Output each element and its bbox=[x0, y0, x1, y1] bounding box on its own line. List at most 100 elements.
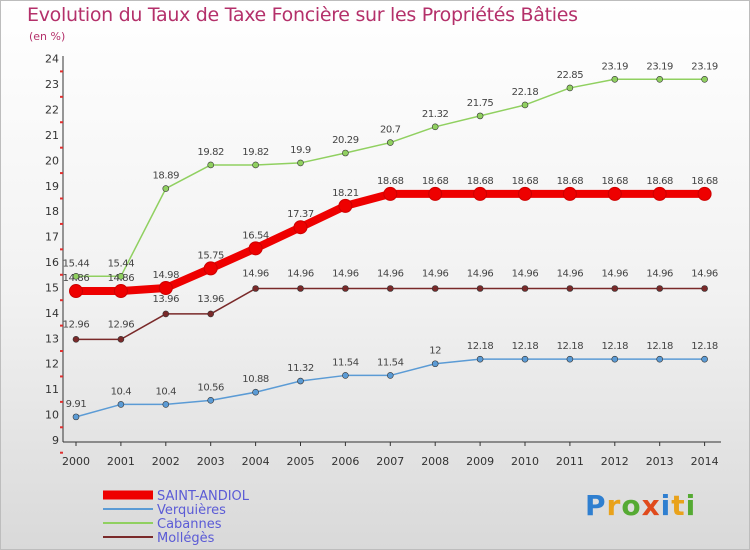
legend-label: Mollégès bbox=[157, 531, 215, 546]
data-point bbox=[521, 285, 529, 292]
data-label: 12.18 bbox=[467, 341, 494, 352]
data-point bbox=[297, 159, 304, 167]
data-point bbox=[203, 261, 218, 276]
data-label: 12.18 bbox=[601, 341, 628, 352]
x-tick-label: 2003 bbox=[197, 455, 225, 468]
data-label: 15.44 bbox=[63, 258, 90, 269]
data-point bbox=[252, 161, 259, 169]
data-label: 21.32 bbox=[422, 109, 449, 120]
unit-label: (en %) bbox=[29, 30, 66, 43]
data-point bbox=[293, 220, 308, 235]
data-label: 10.4 bbox=[111, 386, 132, 397]
y-tick-label: 9 bbox=[52, 434, 59, 447]
y-tick-label: 14 bbox=[45, 307, 59, 320]
data-point bbox=[297, 377, 304, 385]
data-point bbox=[117, 272, 125, 280]
y-tick-label: 15 bbox=[45, 281, 59, 294]
data-point bbox=[162, 185, 170, 192]
x-tick-label: 2007 bbox=[376, 455, 404, 468]
y-tick-label: 11 bbox=[45, 383, 59, 396]
y-tick-label: 22 bbox=[45, 104, 59, 117]
legend-label: Verquières bbox=[157, 503, 226, 518]
series-cabannes: 15.44 15.44 18.89 19.82 19.82 19.9 20.29 20.7 21… bbox=[63, 61, 718, 280]
y-tick-label: 24 bbox=[45, 53, 59, 66]
data-label: 22.85 bbox=[557, 70, 584, 81]
data-point bbox=[566, 84, 574, 92]
x-tick-label: 2000 bbox=[62, 455, 90, 468]
data-label: 20.29 bbox=[332, 135, 359, 146]
data-label: 14.96 bbox=[422, 268, 449, 279]
x-tick-label: 2010 bbox=[511, 455, 539, 468]
data-point bbox=[701, 355, 708, 363]
data-label: 11.32 bbox=[287, 363, 314, 374]
data-point bbox=[297, 285, 304, 292]
logo-letter: x bbox=[641, 489, 661, 522]
data-point bbox=[248, 241, 263, 256]
data-label: 18.68 bbox=[467, 176, 494, 187]
data-point bbox=[566, 355, 574, 363]
data-label: 12.18 bbox=[557, 341, 584, 352]
series-verqui-res: 9.91 10.4 10.4 10.56 10.88 11.32 11.54 11.54 12 1… bbox=[66, 341, 718, 421]
data-point bbox=[476, 285, 484, 292]
data-label: 18.68 bbox=[377, 176, 404, 187]
data-point bbox=[69, 284, 83, 299]
x-tick-label: 2011 bbox=[556, 455, 584, 468]
data-point bbox=[611, 285, 619, 292]
data-label: 14.96 bbox=[377, 268, 404, 279]
logo-letter: t bbox=[671, 489, 686, 522]
logo-letter: i bbox=[685, 489, 697, 522]
data-label: 20.7 bbox=[380, 125, 401, 136]
data-label: 17.37 bbox=[287, 209, 314, 220]
data-label: 11.54 bbox=[377, 357, 404, 368]
logo-letter: o bbox=[621, 489, 642, 522]
data-label: 11.54 bbox=[332, 357, 359, 368]
data-point bbox=[383, 186, 398, 201]
data-point bbox=[518, 186, 532, 201]
x-tick-label: 2001 bbox=[107, 455, 135, 468]
data-label: 13.96 bbox=[152, 294, 179, 305]
data-label: 14.96 bbox=[332, 268, 359, 279]
data-label: 19.82 bbox=[242, 147, 269, 158]
data-point bbox=[252, 388, 259, 396]
legend-label: Cabannes bbox=[157, 517, 222, 532]
y-tick-label: 17 bbox=[45, 231, 59, 244]
data-label: 10.56 bbox=[197, 382, 224, 393]
x-tick-label: 2012 bbox=[601, 455, 629, 468]
data-label: 23.19 bbox=[646, 61, 673, 72]
data-label: 18.21 bbox=[332, 188, 359, 199]
data-label: 14.96 bbox=[557, 268, 584, 279]
data-point bbox=[652, 186, 667, 201]
data-label: 19.82 bbox=[197, 147, 224, 158]
data-point bbox=[386, 285, 394, 292]
data-point bbox=[158, 280, 173, 295]
data-point bbox=[342, 372, 349, 379]
data-point bbox=[476, 112, 484, 120]
data-label: 18.89 bbox=[152, 171, 179, 182]
x-tick-label: 2006 bbox=[331, 455, 359, 468]
data-point bbox=[162, 310, 170, 318]
series-moll-g-s: 12.96 12.96 13.96 13.96 14.96 14.96 14.96 14.96… bbox=[63, 268, 718, 343]
data-point bbox=[521, 355, 529, 363]
data-point bbox=[566, 285, 574, 292]
series-saint-andiol: 14.86 14.86 14.98 15.75 16.54 17.37 18.21 18.68… bbox=[63, 176, 718, 299]
data-point bbox=[607, 186, 622, 201]
data-point bbox=[72, 272, 80, 280]
x-tick-label: 2008 bbox=[421, 455, 449, 468]
data-label: 18.68 bbox=[557, 176, 584, 187]
data-point bbox=[656, 285, 664, 292]
data-label: 22.18 bbox=[512, 87, 539, 98]
data-point bbox=[476, 355, 484, 363]
data-label: 14.86 bbox=[108, 273, 135, 284]
data-point bbox=[431, 285, 439, 292]
legend-label: SAINT-ANDIOL bbox=[157, 489, 250, 504]
data-point bbox=[431, 360, 439, 368]
data-label: 14.96 bbox=[646, 268, 673, 279]
data-label: 23.19 bbox=[691, 61, 718, 72]
data-label: 14.96 bbox=[512, 268, 539, 279]
data-label: 18.68 bbox=[512, 176, 539, 187]
data-label: 12.18 bbox=[691, 341, 718, 352]
data-label: 21.75 bbox=[467, 98, 494, 109]
data-label: 12.18 bbox=[512, 341, 539, 352]
data-label: 12.96 bbox=[108, 319, 135, 330]
